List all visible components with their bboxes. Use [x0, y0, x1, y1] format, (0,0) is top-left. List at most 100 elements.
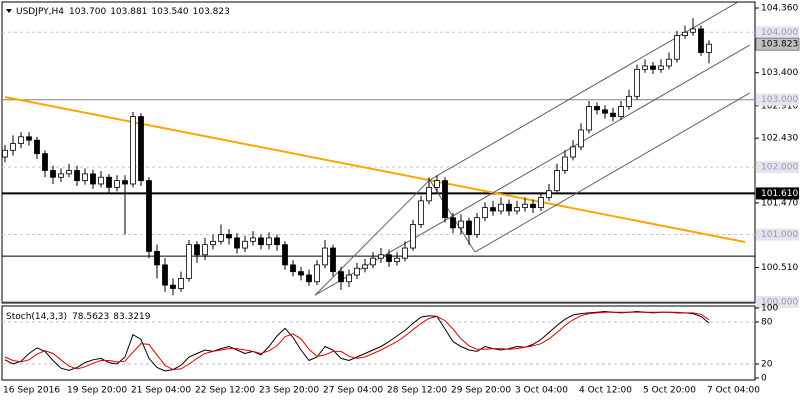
- trendline: [474, 92, 751, 253]
- y-tick-label: 102.430: [761, 134, 798, 144]
- trendline: [4, 96, 746, 243]
- candle-body: [210, 240, 216, 246]
- price-label: 103.823: [761, 40, 798, 50]
- candle-body: [2, 149, 8, 158]
- candle-body: [122, 180, 128, 185]
- candle-body: [650, 65, 656, 70]
- close-value: 103.823: [193, 7, 230, 17]
- candle-body: [50, 170, 56, 178]
- candle-body: [242, 240, 248, 249]
- candle-body: [434, 180, 440, 188]
- candle-body: [554, 170, 560, 192]
- level-label: 104.000: [761, 28, 798, 38]
- indicator-y-tick-label: 20: [761, 360, 773, 370]
- candle-body: [274, 237, 280, 246]
- candle-body: [506, 203, 512, 212]
- candle-body: [338, 271, 344, 283]
- candle-body: [258, 237, 264, 246]
- candle-body: [674, 35, 680, 60]
- candle-body: [194, 244, 200, 256]
- candle-body: [698, 28, 704, 53]
- indicator-line: [4, 311, 710, 371]
- candle-body: [362, 264, 368, 269]
- price-label-box: [755, 37, 800, 51]
- candle-body: [186, 244, 192, 279]
- candle-body: [682, 31, 688, 37]
- x-tick-label: 19 Sep 20:00: [67, 386, 127, 396]
- candle-body: [42, 153, 48, 171]
- candle-body: [546, 190, 552, 198]
- y-tick-label: 104.360: [761, 3, 798, 13]
- candle-body: [250, 237, 256, 242]
- candle-body: [538, 197, 544, 208]
- candle-body: [330, 247, 336, 273]
- indicator-title: Stoch(14,3,3): [6, 312, 67, 322]
- axes: 104.360 103.400 102.910 102.430 101.470 100.5…: [3, 3, 800, 396]
- y-tick-label: 101.470: [761, 198, 798, 208]
- indicator-y-tick-label: 80: [761, 318, 773, 328]
- candle-body: [114, 180, 120, 188]
- candle-body: [90, 173, 96, 185]
- candle-body: [74, 170, 80, 182]
- candle-body: [146, 180, 152, 252]
- menu-arrow[interactable]: [6, 9, 12, 13]
- indicator-panel: [1, 305, 756, 381]
- candle-body: [458, 220, 464, 229]
- candle-body: [314, 264, 320, 283]
- candle-body: [66, 170, 72, 175]
- price-plot: [2, 2, 755, 303]
- candle-body: [626, 95, 632, 107]
- price-panel: [1, 1, 756, 304]
- candle-body: [130, 116, 136, 185]
- candle-body: [410, 224, 416, 249]
- candle-body: [234, 237, 240, 249]
- candle-body: [522, 203, 528, 208]
- candle-body: [562, 156, 568, 171]
- x-tick-label: 22 Sep 12:00: [195, 386, 255, 396]
- level-label-box: [756, 26, 799, 39]
- hline-label-box: [756, 187, 799, 200]
- candle-body: [266, 237, 272, 246]
- candle-body: [162, 264, 168, 286]
- candle-body: [618, 106, 624, 117]
- high-value: 103.881: [110, 7, 147, 17]
- candle-body: [58, 173, 64, 178]
- x-tick-label: 29 Sep 20:00: [451, 386, 511, 396]
- level-label-box: [756, 161, 799, 174]
- candle-body: [106, 176, 112, 188]
- candle-body: [386, 254, 392, 262]
- candle-body: [170, 284, 176, 289]
- hline-label: 101.610: [761, 189, 798, 199]
- candle-body: [394, 257, 400, 262]
- candle-body: [634, 68, 640, 97]
- candle-body: [34, 139, 40, 155]
- candle-body: [98, 176, 104, 185]
- candle-body: [482, 207, 488, 219]
- candle-body: [466, 220, 472, 235]
- candle-body: [514, 207, 520, 212]
- level-label: 100.000: [761, 297, 798, 307]
- x-tick-label: 28 Sep 12:00: [387, 386, 447, 396]
- main-value: 78.5623: [72, 312, 109, 322]
- candle-body: [26, 136, 32, 141]
- low-value: 103.540: [151, 7, 188, 17]
- candle-body: [298, 271, 304, 276]
- trendline: [429, 2, 739, 181]
- candle-body: [354, 267, 360, 276]
- candle-body: [418, 200, 424, 225]
- candle-body: [602, 109, 608, 114]
- candle-body: [578, 129, 584, 148]
- candle-body: [370, 257, 376, 266]
- indicator-plot: [2, 310, 755, 372]
- y-tick-label: 100.510: [761, 263, 798, 273]
- candle-body: [666, 58, 672, 67]
- x-tick-label: 27 Sep 04:00: [323, 386, 383, 396]
- candle-body: [10, 143, 16, 151]
- x-tick-label: 5 Oct 20:00: [643, 386, 696, 396]
- candle-body: [570, 146, 576, 158]
- candle-body: [594, 106, 600, 111]
- candle-body: [658, 65, 664, 70]
- candle-body: [306, 274, 312, 283]
- candle-body: [498, 203, 504, 212]
